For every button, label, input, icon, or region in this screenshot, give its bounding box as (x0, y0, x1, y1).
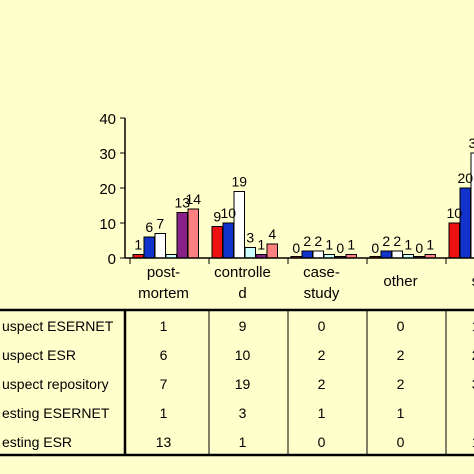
data-label: 13 (174, 195, 190, 211)
y-tick-label: 30 (99, 146, 116, 163)
bar-controlled-s0 (211, 226, 223, 259)
y-tick-label: 0 (108, 251, 116, 268)
bar-other-s2 (391, 250, 403, 259)
table-cell: 2 (318, 376, 326, 392)
bar-controlled-s3 (244, 247, 256, 259)
data-label: 1 (134, 237, 142, 253)
data-label: 1 (257, 237, 265, 253)
data-label: 0 (336, 240, 344, 256)
bar-post-mortem-s1 (143, 236, 155, 259)
category-label: post- (147, 264, 180, 281)
table-cell: 1 (160, 405, 168, 421)
y-tick-label: 20 (99, 181, 116, 198)
table-cell: 7 (160, 376, 168, 392)
bar-post-mortem-s2 (154, 233, 166, 259)
table-cell: 1 (239, 434, 247, 450)
data-label: 0 (415, 240, 423, 256)
table-cell: 6 (160, 347, 168, 363)
table-cell: 2 (318, 347, 326, 363)
table-row-header: uspect ESR (2, 347, 76, 363)
table-cell: 2 (397, 347, 405, 363)
data-label: 19 (231, 174, 247, 190)
table-cell: 9 (239, 318, 247, 334)
category-label: study (304, 285, 340, 302)
category-label: other (383, 273, 417, 290)
table-cell: 30 (472, 376, 474, 392)
data-label: 0 (371, 240, 379, 256)
bar-controlled-s2 (233, 191, 245, 259)
data-label: 30 (468, 135, 474, 151)
data-label: 9 (213, 209, 221, 225)
data-label: 2 (382, 233, 390, 249)
bar-sum-s2 (470, 152, 474, 259)
category-label: controlle (214, 264, 271, 281)
table-cell: 1 (318, 405, 326, 421)
table-cell: 13 (156, 434, 172, 450)
table-cell: 10 (235, 347, 251, 363)
table-cell: 1 (397, 405, 405, 421)
bar-controlled-s5 (266, 243, 278, 259)
bar-post-mortem-s5 (187, 208, 199, 259)
data-label: 2 (314, 233, 322, 249)
table-cell: 0 (397, 434, 405, 450)
table-cell: 20 (472, 347, 474, 363)
category-label: su (472, 273, 474, 290)
data-label: 1 (426, 237, 434, 253)
category-label: case- (303, 264, 340, 281)
data-label: 4 (268, 226, 276, 242)
bar-post-mortem-s4 (176, 212, 188, 259)
data-label: 2 (393, 233, 401, 249)
table-cell: 3 (239, 405, 247, 421)
table-cell: 0 (318, 434, 326, 450)
y-tick-label: 40 (99, 111, 116, 128)
data-label: 3 (246, 230, 254, 246)
bar-case-study-s1 (301, 250, 313, 259)
bar-sum-s0 (448, 222, 460, 259)
bar-sum-s1 (459, 187, 471, 259)
bar-other-s1 (380, 250, 392, 259)
y-tick-label: 10 (99, 216, 116, 233)
data-label: 10 (446, 205, 462, 221)
bar-case-study-s2 (312, 250, 324, 259)
table-row-header: uspect ESERNET (2, 318, 114, 334)
category-label: d (238, 285, 246, 302)
data-label: 2 (303, 233, 311, 249)
table-cell: 1 (160, 318, 168, 334)
table-row-header: esting ESERNET (2, 405, 110, 421)
table-row-header: uspect repository (2, 376, 109, 392)
data-label: 1 (347, 237, 355, 253)
data-label: 1 (325, 237, 333, 253)
bar-controlled-s1 (222, 222, 234, 259)
table-cell: 19 (235, 376, 251, 392)
data-label: 6 (145, 219, 153, 235)
table-cell: 10 (472, 318, 474, 334)
data-label: 20 (457, 170, 473, 186)
table-row-header: esting ESR (2, 434, 72, 450)
table-cell: 14 (472, 434, 474, 450)
data-label: 10 (220, 205, 236, 221)
table-cell: 0 (397, 318, 405, 334)
data-label: 7 (156, 216, 164, 232)
category-label: mortem (138, 285, 189, 302)
data-label: 14 (185, 191, 201, 207)
data-label: 0 (292, 240, 300, 256)
data-label: 1 (404, 237, 412, 253)
table-cell: 0 (318, 318, 326, 334)
table-cell: 2 (397, 376, 405, 392)
